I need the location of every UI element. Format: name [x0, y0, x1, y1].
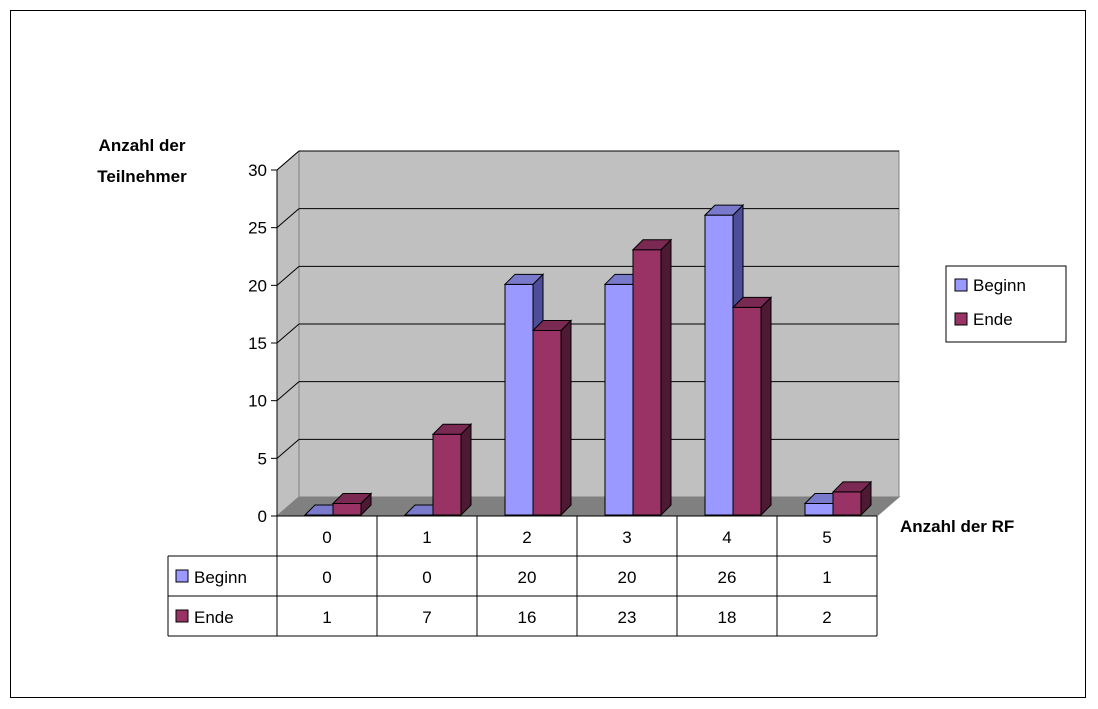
table-cell: 2	[822, 608, 831, 627]
table-cell: 20	[618, 568, 637, 587]
bar-beginn-2	[504, 283, 534, 516]
bar-top-ende-5	[831, 481, 873, 493]
bar-side-ende-1	[460, 423, 472, 517]
table-cell: 20	[518, 568, 537, 587]
chart-walls	[275, 149, 901, 518]
gridlines	[276, 150, 899, 459]
bar-top-ende-4	[731, 296, 773, 308]
gridline-diagonal	[276, 438, 300, 459]
x-category-label: 1	[422, 528, 431, 547]
gridline-diagonal	[276, 265, 300, 286]
bar-top-ende-0	[331, 492, 373, 504]
bar-ende-4	[732, 306, 762, 516]
table-legend-key	[175, 569, 189, 583]
table-cell: 23	[618, 608, 637, 627]
y-axis-title-line-1: Anzahl der	[99, 136, 186, 155]
y-tick-label: 20	[248, 276, 267, 295]
legend-label-ende: Ende	[973, 310, 1013, 329]
legend-key-beginn	[954, 278, 968, 292]
bar-ende-2	[532, 329, 562, 516]
bar-side-ende-4	[760, 296, 772, 517]
bar-top-ende-2	[531, 319, 573, 331]
bar-ende-1	[432, 433, 462, 516]
legend: Beginn Ende	[945, 265, 1067, 343]
table-cell: 1	[822, 568, 831, 587]
y-tick-label: 5	[258, 449, 267, 468]
legend-label-beginn: Beginn	[973, 276, 1026, 295]
bar-beginn-5	[804, 502, 834, 516]
bar-top-ende-1	[431, 423, 473, 435]
bar-beginn-3	[604, 283, 634, 516]
bars	[303, 203, 873, 517]
table-cell: 7	[422, 608, 431, 627]
table-cell: 26	[718, 568, 737, 587]
gridline-diagonal	[276, 381, 300, 402]
x-category-label: 5	[822, 528, 831, 547]
bar-ende-3	[632, 249, 662, 516]
bar-top-ende-3	[631, 239, 673, 251]
y-axis-ticks: 0 5 10 15 20 25 30	[248, 161, 278, 526]
y-tick-label: 0	[258, 507, 267, 526]
bar-ende-5	[832, 491, 862, 516]
x-category-label: 2	[522, 528, 531, 547]
x-category-label: 4	[722, 528, 731, 547]
bar-top-beginn-2	[503, 273, 545, 285]
table-row-label: Ende	[194, 608, 234, 627]
table-cell: 0	[422, 568, 431, 587]
table-cell: 0	[322, 568, 331, 587]
y-tick-label: 10	[248, 392, 267, 411]
bar-beginn-4	[704, 214, 734, 516]
bar-ende-0	[332, 502, 362, 516]
legend-key-ende	[954, 312, 968, 326]
table-cell: 16	[518, 608, 537, 627]
x-category-label: 0	[322, 528, 331, 547]
y-axis-title-line-2: Teilnehmer	[97, 167, 187, 186]
gridline-diagonal	[276, 208, 300, 229]
table-cell: 18	[718, 608, 737, 627]
table-cell: 1	[322, 608, 331, 627]
bar-top-beginn-4	[703, 204, 745, 216]
y-tick-label: 30	[248, 161, 267, 180]
y-tick-label: 15	[248, 334, 267, 353]
bar-side-ende-2	[560, 319, 572, 517]
x-category-label: 3	[622, 528, 631, 547]
gridline-diagonal	[276, 323, 300, 344]
bar-side-ende-3	[660, 238, 672, 517]
x-axis-title: Anzahl der RF	[900, 517, 1014, 536]
gridline-diagonal	[276, 150, 300, 171]
table-legend-key	[175, 609, 189, 623]
table-row-label: Beginn	[194, 568, 247, 587]
y-tick-label: 25	[248, 219, 267, 238]
